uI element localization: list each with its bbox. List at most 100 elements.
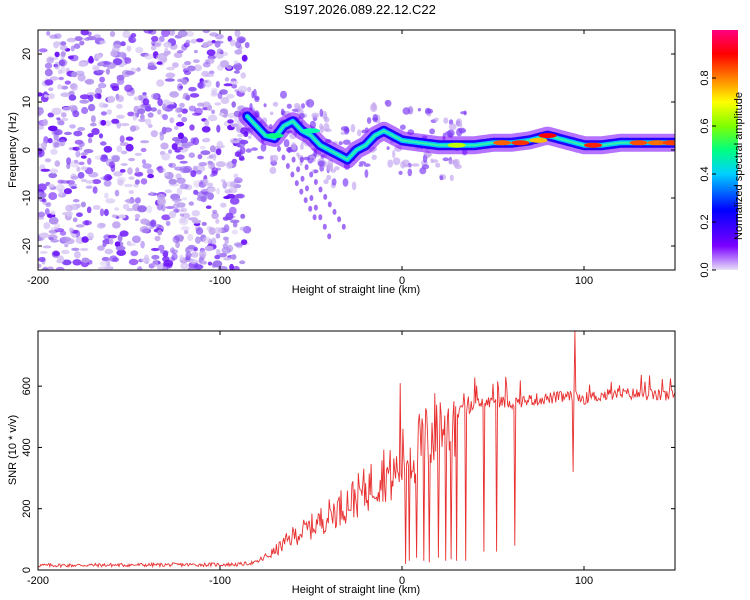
noise-blob: [150, 45, 157, 51]
signal-streak: [285, 163, 290, 169]
signal-scatter: [424, 152, 433, 157]
noise-blob: [166, 104, 177, 109]
noise-blob: [56, 138, 64, 143]
colorbar: 0.0 0.2 0.4 0.6 0.8 Normalized spectral ampl…: [699, 30, 745, 278]
noise-blob: [75, 224, 85, 228]
signal-scatter: [306, 99, 315, 108]
signal-scatter: [392, 149, 396, 159]
noise-blob: [38, 263, 42, 268]
noise-blob: [179, 254, 184, 261]
noise-blob: [202, 236, 212, 244]
noise-blob: [233, 173, 239, 179]
noise-blob: [91, 179, 102, 185]
signal-scatter: [334, 166, 340, 171]
noise-blob: [202, 179, 208, 185]
noise-blob: [195, 38, 204, 43]
noise-blob: [116, 249, 126, 256]
noise-blob: [204, 73, 215, 77]
noise-blob: [48, 172, 58, 179]
noise-blob: [163, 41, 172, 48]
noise-blob: [186, 65, 196, 72]
noise-blob: [58, 188, 63, 197]
noise-blob: [93, 34, 101, 39]
signal-scatter: [323, 179, 329, 185]
noise-blob: [111, 214, 118, 218]
signal-streak: [318, 186, 323, 193]
noise-blob: [159, 133, 164, 141]
noise-blob: [77, 73, 86, 82]
noise-blob: [177, 83, 183, 91]
signal-streak: [337, 216, 342, 223]
noise-blob: [195, 170, 202, 175]
noise-blob: [48, 93, 55, 100]
signal-streak: [327, 233, 332, 240]
noise-blob: [190, 39, 197, 44]
noise-blob: [168, 149, 173, 154]
noise-blob: [44, 79, 54, 86]
noise-blob: [92, 66, 100, 71]
noise-blob: [140, 218, 149, 225]
y-tick-label: 20: [21, 48, 33, 60]
x-tick-label: 100: [575, 575, 593, 587]
signal-streak: [322, 223, 327, 230]
noise-blob: [78, 161, 85, 166]
noise-blob: [54, 160, 61, 167]
noise-blob: [211, 167, 219, 175]
noise-blob: [125, 136, 134, 141]
noise-blob: [162, 114, 169, 121]
noise-blob: [108, 238, 114, 245]
y-tick-label: -20: [21, 238, 33, 254]
noise-blob: [92, 186, 98, 194]
noise-blob: [135, 46, 144, 54]
noise-blob: [119, 169, 126, 173]
noise-blob: [123, 183, 133, 188]
noise-blob: [72, 259, 82, 266]
noise-blob: [109, 31, 116, 37]
noise-blob: [149, 191, 154, 196]
noise-blob: [175, 107, 181, 114]
signal-scatter: [324, 116, 330, 123]
noise-blob: [100, 155, 109, 162]
noise-blob: [103, 145, 113, 153]
noise-blob: [156, 79, 165, 87]
noise-blob: [210, 87, 218, 94]
noise-blob: [59, 45, 68, 51]
noise-blob: [106, 175, 113, 180]
signal-scatter: [443, 117, 449, 124]
noise-blob: [244, 42, 250, 49]
x-tick-label: 0: [399, 275, 405, 287]
noise-blob: [65, 204, 73, 212]
noise-blob: [216, 187, 221, 195]
noise-blob: [63, 188, 72, 195]
noise-blob: [73, 130, 83, 137]
noise-blob: [177, 50, 184, 54]
noise-blob: [233, 70, 240, 74]
noise-blob: [64, 243, 69, 248]
noise-blob: [71, 233, 77, 238]
signal-scatter: [442, 157, 450, 162]
colorbar-tick-label: 0.2: [699, 214, 711, 229]
noise-blob: [54, 61, 60, 70]
noise-blob: [140, 147, 147, 153]
noise-blob: [229, 39, 236, 47]
noise-blob: [57, 69, 63, 75]
snr-panel: -200 -100 0 100 0 200 400 600 Height of straigh…: [7, 330, 676, 596]
noise-blob: [216, 48, 223, 54]
noise-blob: [151, 35, 159, 42]
noise-blob: [127, 243, 136, 247]
noise-blob: [177, 30, 188, 38]
noise-blob: [99, 208, 105, 217]
noise-blob: [161, 126, 167, 135]
signal-scatter: [338, 141, 343, 146]
noise-blob: [233, 242, 244, 247]
noise-blob: [207, 104, 213, 111]
noise-blob: [119, 142, 129, 147]
noise-blob: [137, 266, 143, 270]
noise-blob: [113, 58, 123, 66]
signal-scatter: [245, 148, 252, 153]
noise-blob: [163, 51, 169, 57]
noise-blob: [48, 216, 59, 225]
noise-blob: [175, 121, 185, 127]
noise-blob: [57, 84, 63, 90]
noise-blob: [174, 201, 180, 206]
